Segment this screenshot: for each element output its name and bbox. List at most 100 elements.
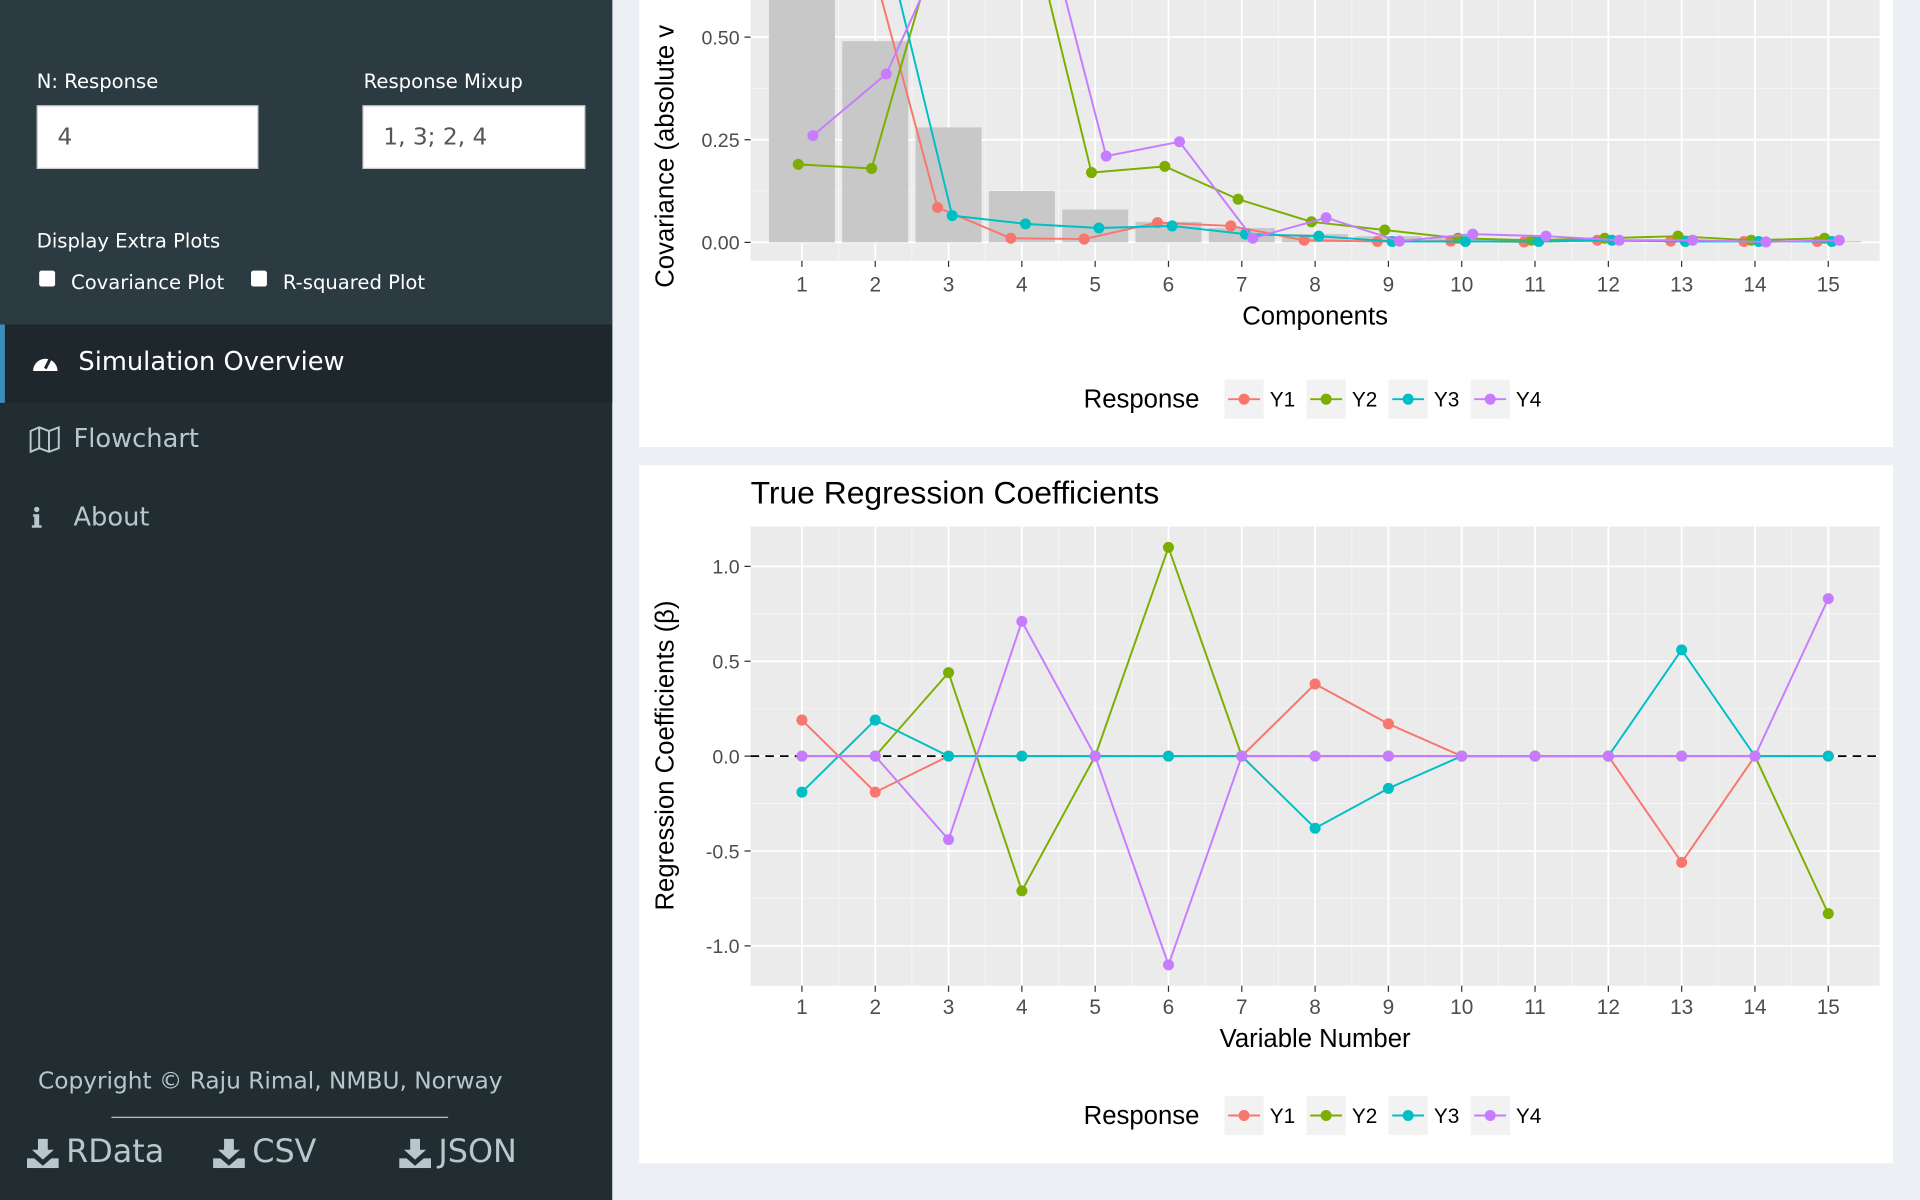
legend-title: Response — [1084, 1102, 1200, 1130]
nav-label[interactable]: Simulation Overview — [78, 346, 345, 376]
point — [943, 667, 955, 679]
x-tick-label: 5 — [1089, 273, 1101, 296]
x-tick-label: 3 — [943, 996, 955, 1019]
point — [1379, 224, 1391, 236]
legend-label: Y2 — [1352, 389, 1377, 412]
x-tick-label: 10 — [1450, 996, 1473, 1019]
point — [1371, 236, 1383, 248]
nav-item[interactable]: About — [0, 480, 612, 558]
x-tick-label: 4 — [1016, 996, 1028, 1019]
legend-title: Response — [1084, 386, 1200, 414]
x-tick-label: 6 — [1163, 996, 1175, 1019]
point — [1676, 856, 1688, 868]
checkbox-label[interactable]: R-squared Plot — [282, 270, 426, 294]
download-label[interactable]: RData — [66, 1133, 165, 1171]
legend-swatch — [1238, 1110, 1250, 1122]
point — [1093, 222, 1105, 234]
point — [1162, 750, 1174, 762]
legend-label: Y2 — [1352, 1105, 1377, 1128]
coefficient-chart: -1.0-0.50.00.51.01 2 3 4 5 6 7 8 9 10 11 12 13 14 15Tr… — [651, 474, 1880, 1136]
legend-label: Y4 — [1516, 389, 1541, 412]
point — [1078, 233, 1090, 245]
x-tick-label: 11 — [1524, 273, 1546, 296]
n-response-input[interactable]: 4 — [36, 105, 259, 169]
point — [866, 162, 878, 174]
point — [943, 834, 955, 846]
nav-label[interactable]: Flowchart — [73, 423, 200, 454]
point — [1393, 235, 1405, 247]
legend-swatch — [1402, 1110, 1414, 1122]
point — [1085, 167, 1098, 179]
nav-item[interactable]: Simulation Overview — [0, 324, 613, 403]
point — [1100, 150, 1112, 162]
x-tick-label: 3 — [943, 273, 955, 296]
x-axis-label: Components — [1242, 302, 1388, 330]
point — [1089, 750, 1101, 762]
bar — [768, 0, 835, 243]
point — [1020, 218, 1032, 230]
point — [1225, 220, 1237, 232]
x-tick-label: 2 — [869, 996, 881, 1019]
x-tick-label: 7 — [1236, 996, 1248, 1019]
x-tick-label: 9 — [1383, 996, 1395, 1019]
point — [869, 750, 881, 762]
y-tick-label: 0.25 — [701, 130, 739, 152]
point — [1459, 236, 1471, 248]
legend-label: Y1 — [1270, 389, 1295, 412]
legend-swatch — [1402, 393, 1414, 405]
x-tick-label: 6 — [1163, 273, 1175, 296]
point — [1749, 750, 1761, 762]
legend-swatch — [1484, 1110, 1496, 1122]
y-axis-label: Covariance (absolute v — [651, 25, 679, 288]
x-tick-label: 15 — [1817, 996, 1840, 1019]
covariance-chart: 0.000.250.501 2 3 4 5 6 7 8 9 10 11 12 13 14 15Covaria… — [651, 0, 1880, 419]
point — [1309, 822, 1321, 834]
point — [946, 210, 958, 222]
point — [1236, 750, 1248, 762]
y-axis-label: Regression Coefficients (β) — [651, 600, 679, 910]
point — [1833, 234, 1845, 246]
checkbox-label[interactable]: Covariance Plot — [71, 270, 225, 294]
legend-label: Y1 — [1270, 1105, 1295, 1128]
point — [796, 786, 808, 798]
point — [1613, 234, 1625, 246]
point — [1382, 782, 1394, 794]
bar — [842, 41, 909, 243]
point — [1016, 885, 1028, 897]
nav-item[interactable]: Flowchart — [0, 402, 612, 480]
point — [869, 714, 881, 726]
chart-panel: -1.0 -0.5 0.0 0.5 1.0 1 2 3 4 5 6 7 8 9 10 11 12 13 14 15 Tr… — [639, 465, 1894, 1164]
map-icon — [29, 426, 60, 454]
point — [1247, 232, 1259, 244]
x-axis-label: Variable Number — [1220, 1025, 1411, 1053]
point — [1676, 750, 1688, 762]
point — [1159, 160, 1171, 172]
download-icon — [26, 1138, 59, 1169]
nav-label[interactable]: About — [73, 502, 150, 532]
point — [1822, 750, 1834, 762]
legend-swatch — [1320, 1110, 1332, 1122]
x-tick-label: 7 — [1236, 273, 1248, 296]
point — [880, 68, 892, 80]
checkbox[interactable] — [39, 270, 56, 287]
x-tick-label: 9 — [1383, 273, 1395, 296]
legend-swatch — [1238, 393, 1250, 405]
x-tick-label: 8 — [1309, 996, 1321, 1019]
point — [1016, 750, 1028, 762]
download-label[interactable]: JSON — [438, 1133, 517, 1171]
legend-label: Y3 — [1434, 389, 1459, 412]
x-tick-label: 15 — [1817, 273, 1840, 296]
point — [1540, 230, 1552, 242]
checkbox[interactable] — [251, 270, 267, 287]
chart-title: True Regression Coefficients — [751, 474, 1160, 510]
mixup-input[interactable]: 1, 3; 2, 4 — [362, 105, 586, 169]
x-tick-label: 11 — [1524, 996, 1546, 1019]
legend-label: Y3 — [1434, 1105, 1459, 1128]
download-label[interactable]: CSV — [252, 1133, 317, 1171]
point — [1320, 212, 1332, 224]
point — [1309, 678, 1321, 690]
point — [1382, 718, 1394, 730]
point — [1005, 232, 1017, 244]
